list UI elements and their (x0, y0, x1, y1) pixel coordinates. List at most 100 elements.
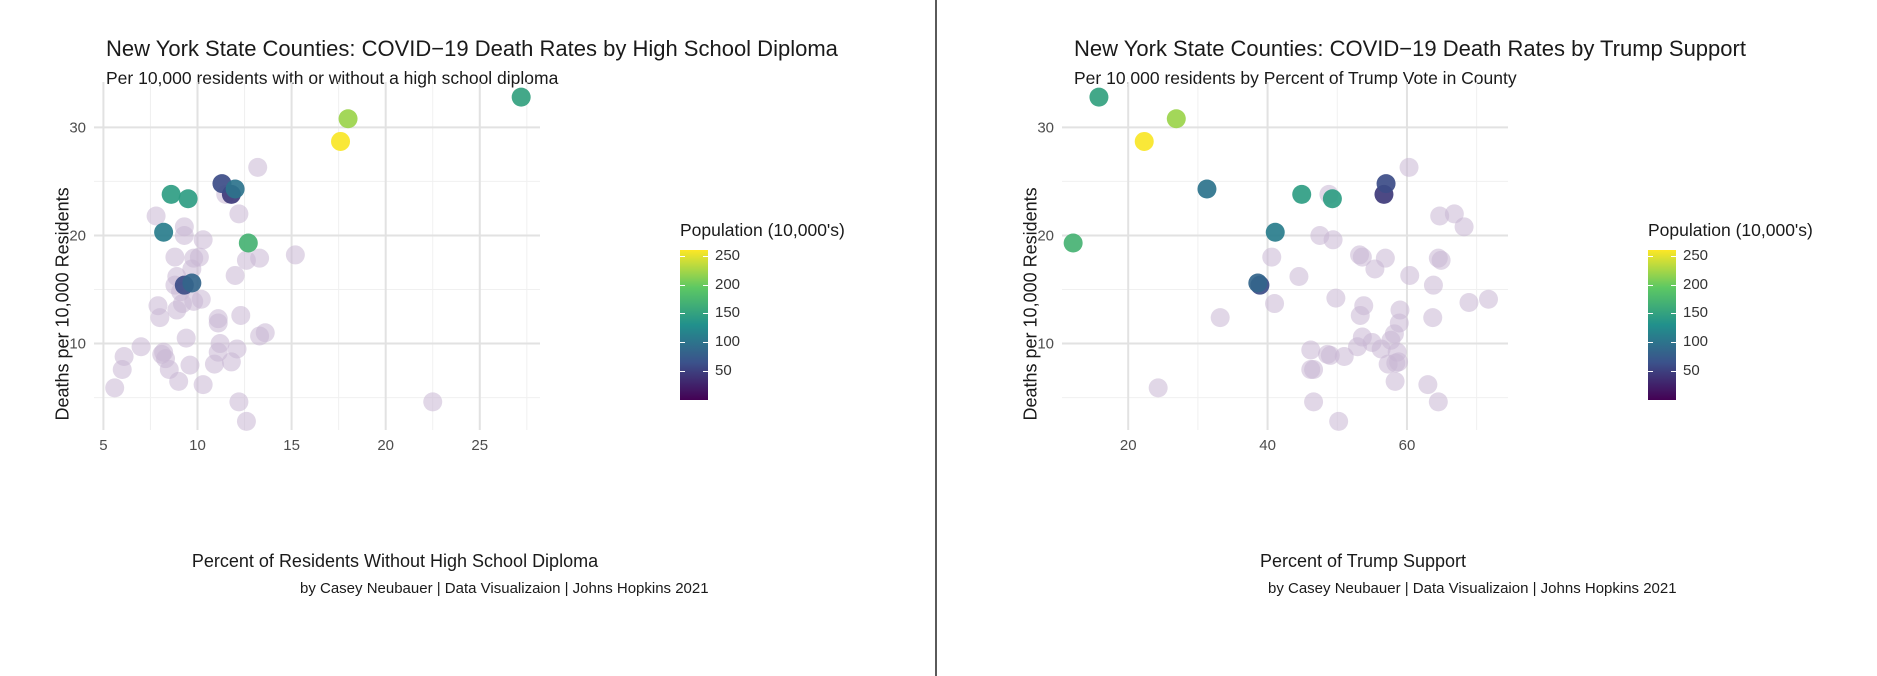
scatter-point (182, 273, 202, 293)
legend-tick-mark (1648, 313, 1653, 315)
scatter-point (1320, 345, 1340, 365)
scatter-point (423, 392, 443, 412)
legend-tick-label: 200 (1683, 275, 1709, 293)
scatter-point (250, 248, 270, 268)
legend-tick-label: 50 (1683, 362, 1700, 380)
legend-tick-mark (1648, 255, 1653, 257)
scatter-plot-trump: 20 40 60 10 20 30 (1037, 82, 1508, 454)
chart-title: New York State Counties: COVID−19 Death … (106, 36, 838, 61)
chart-panel-trump: New York State Counties: COVID−19 Death … (968, 0, 1877, 676)
y-tick-label: 10 (1037, 336, 1054, 353)
scatter-point (1063, 233, 1083, 253)
legend-tick-mark (680, 371, 685, 373)
scatter-point (1478, 289, 1498, 309)
scatter-point (1365, 259, 1385, 279)
scatter-point (193, 375, 213, 395)
scatter-point (1389, 352, 1409, 372)
x-tick-label: 25 (471, 437, 488, 454)
x-tick-label: 10 (189, 437, 206, 454)
legend-tick-label: 100 (715, 333, 741, 351)
scatter-point (1459, 292, 1479, 312)
scatter-point (1418, 375, 1438, 395)
scatter-point (1301, 340, 1321, 360)
scatter-point (1352, 247, 1372, 267)
scatter-point (1347, 337, 1367, 357)
legend-tick-mark (680, 342, 685, 344)
scatter-point (331, 131, 351, 151)
color-legend-bar (680, 250, 708, 400)
scatter-point (191, 289, 211, 309)
scatter-point (1385, 371, 1405, 391)
y-tick-label: 10 (69, 336, 86, 353)
scatter-point (236, 411, 256, 431)
scatter-point (1289, 267, 1309, 287)
scatter-point (229, 204, 249, 224)
chart-subtitle: Per 10,000 residents with or without a h… (106, 68, 559, 88)
scatter-point (1454, 217, 1474, 237)
scatter-point (150, 308, 170, 328)
scatter-point (238, 233, 258, 253)
scatter-point (105, 378, 125, 398)
x-tick-label: 20 (1120, 437, 1137, 454)
scatter-point (225, 265, 245, 285)
scatter-point (1423, 275, 1443, 295)
scatter-plot-diploma: 5 10 15 20 25 10 20 30 (69, 82, 540, 454)
y-tick-label: 20 (69, 227, 86, 244)
legend-tick-mark (1671, 371, 1676, 373)
scatter-point (167, 300, 187, 320)
chart-caption: by Casey Neubauer | Data Visualizaion | … (300, 580, 709, 597)
legend-tick-mark (703, 342, 708, 344)
x-tick-label: 15 (283, 437, 300, 454)
scatter-point (225, 179, 245, 199)
panel-divider (935, 0, 937, 676)
scatter-point (338, 109, 358, 129)
x-axis-label: Percent of Residents Without High School… (191, 551, 599, 571)
legend-tick-label: 250 (715, 246, 741, 264)
legend-title: Population (10,000's) (1648, 220, 1813, 240)
legend-tick-mark (1648, 284, 1653, 286)
scatter-point (1423, 308, 1443, 328)
scatter-point (1329, 411, 1349, 431)
scatter-point (1304, 392, 1324, 412)
scatter-point (182, 259, 202, 279)
scatter-point (1265, 294, 1285, 314)
scatter-point (248, 157, 268, 177)
legend-tick-mark (680, 313, 685, 315)
chart-title: New York State Counties: COVID−19 Death … (1074, 36, 1746, 61)
legend-tick-label: 200 (715, 275, 741, 293)
y-tick-label: 20 (1037, 227, 1054, 244)
scatter-point (1197, 179, 1217, 199)
legend-tick-label: 100 (1683, 333, 1709, 351)
scatter-point (1334, 347, 1354, 367)
scatter-point (154, 222, 174, 242)
scatter-point (178, 189, 198, 209)
scatter-point (174, 225, 194, 245)
legend-tick-mark (1671, 284, 1676, 286)
legend-tick-mark (1671, 342, 1676, 344)
legend-tick-label: 150 (715, 304, 741, 322)
scatter-point (1304, 359, 1324, 379)
scatter-point (1399, 157, 1419, 177)
scatter-point (285, 245, 305, 265)
scatter-point (180, 355, 200, 375)
legend-tick-mark (703, 284, 708, 286)
scatter-point (131, 337, 151, 357)
x-axis-label: Percent of Trump Support (1259, 551, 1467, 571)
scatter-point (1292, 184, 1312, 204)
x-tick-label: 5 (99, 437, 107, 454)
legend-tick-mark (680, 255, 685, 257)
scatter-point (112, 359, 132, 379)
scatter-point (1322, 189, 1342, 209)
legend-tick-mark (1648, 371, 1653, 373)
scatter-point (146, 206, 166, 226)
scatter-point (1262, 247, 1282, 267)
scatter-point (1376, 174, 1396, 194)
scatter-point (231, 305, 251, 325)
scatter-point (1430, 206, 1450, 226)
legend-title: Population (10,000's) (680, 220, 845, 240)
legend-tick-mark (703, 313, 708, 315)
x-tick-label: 40 (1259, 437, 1276, 454)
y-tick-label: 30 (1037, 119, 1054, 136)
scatter-point (1134, 131, 1154, 151)
scatter-point (1248, 273, 1268, 293)
